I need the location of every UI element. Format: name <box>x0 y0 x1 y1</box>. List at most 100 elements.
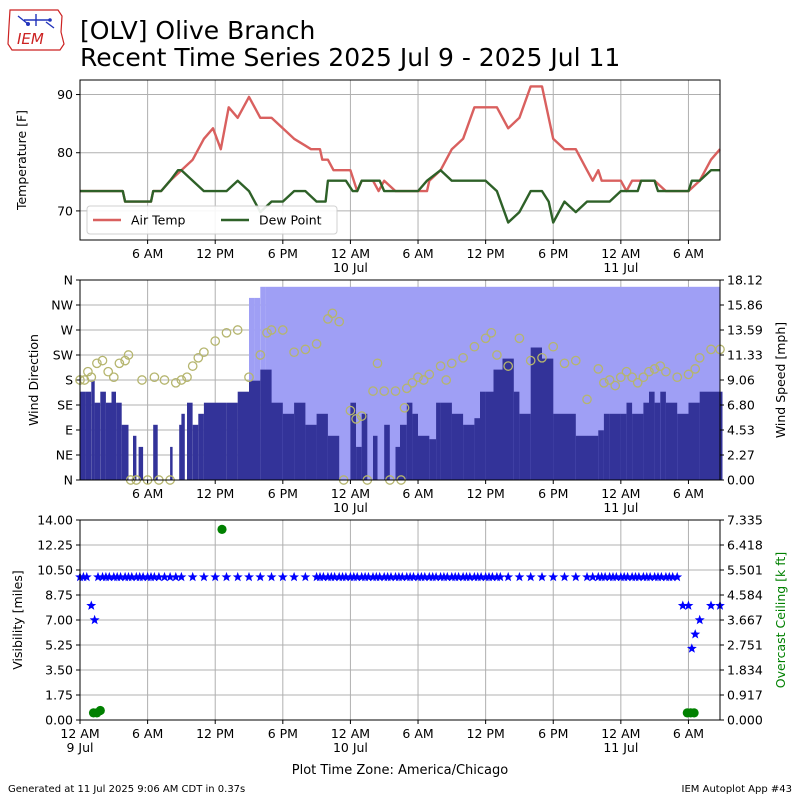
wind-speed-bar <box>587 435 599 480</box>
wind-y2-tick-label: 18.12 <box>727 273 763 288</box>
vis-y-tick-label: 8.75 <box>45 588 73 603</box>
visibility-point <box>329 571 340 582</box>
wind-speed-bar <box>94 402 101 480</box>
wind-x-date-label: 11 Jul <box>603 500 638 515</box>
vis-y2-tick-label: 1.834 <box>727 663 763 678</box>
wind-direction-point <box>159 375 170 385</box>
wind-speed-bar <box>361 413 368 480</box>
legend-label: Dew Point <box>259 213 322 228</box>
visibility-point <box>686 643 697 653</box>
temp-x-date-label: 10 Jul <box>333 260 368 275</box>
wind-direction-point <box>610 380 621 391</box>
visibility-point <box>570 571 581 582</box>
wind-speed-bar <box>80 391 86 480</box>
wind-speed-bar <box>440 402 452 480</box>
wind-direction-point <box>486 327 497 338</box>
vis-y-tick-label: 10.50 <box>37 563 73 578</box>
wind-speed-bar <box>85 391 92 480</box>
wind-direction-point <box>661 366 671 377</box>
wind-x-tick-label: 6 AM <box>402 486 433 501</box>
visibility-point <box>611 571 622 582</box>
visibility-point <box>187 571 198 582</box>
wind-direction-point <box>108 372 119 383</box>
wind-speed-bar <box>474 418 480 480</box>
svg-text:IEM: IEM <box>17 30 44 48</box>
wind-speed-bar <box>406 402 413 480</box>
wind-direction-point <box>582 394 592 405</box>
wind-speed-bar <box>226 402 238 480</box>
air-temp-line <box>80 85 721 203</box>
visibility-point <box>672 571 683 582</box>
vis-x-tick-label: 6 PM <box>538 726 568 741</box>
wind-speed-bar <box>181 413 185 480</box>
wind-direction-point <box>182 372 192 383</box>
visibility-point <box>690 629 701 639</box>
wind-direction-point <box>334 316 345 327</box>
visibility-point <box>514 571 525 582</box>
visibility-point <box>244 571 254 582</box>
visibility-point <box>667 571 678 582</box>
wind-direction-point <box>83 366 93 377</box>
wind-direction-point <box>244 372 254 383</box>
visibility-point <box>622 571 633 582</box>
temp-x-tick-label: 6 AM <box>402 246 433 261</box>
visibility-point <box>277 571 288 582</box>
vis-x-tick-label: 12 PM <box>467 726 505 741</box>
wind-speed-bar <box>654 402 661 480</box>
wind-direction-point <box>289 347 299 358</box>
wind-speed-bar <box>553 413 565 480</box>
wind-speed-bar <box>436 402 441 480</box>
wind-direction-point <box>441 375 452 385</box>
wind-direction-point <box>170 377 181 388</box>
wind-direction-point <box>690 364 701 374</box>
temp-y-axis-label: Temperature [F] <box>14 110 29 211</box>
visibility-point <box>600 571 610 582</box>
wind-direction-point <box>92 358 102 369</box>
wind-speed-bar <box>665 402 678 480</box>
wind-direction-point <box>424 369 435 380</box>
visibility-point <box>694 614 705 625</box>
wind-direction-point <box>137 375 147 385</box>
wind-speed-bar <box>384 424 390 480</box>
wind-direction-point <box>345 405 356 416</box>
wind-speed-bar <box>395 446 400 480</box>
wind-speed-bar <box>519 413 531 480</box>
vis-y-tick-label: 0.00 <box>45 713 73 728</box>
wind-speed-bar <box>429 439 437 480</box>
wind-x-tick-label: 6 AM <box>132 486 163 501</box>
wind-direction-point <box>399 402 410 413</box>
visibility-point <box>633 571 644 582</box>
visibility-point <box>476 571 487 582</box>
temp-x-tick-label: 12 PM <box>467 246 505 261</box>
visibility-point <box>300 571 311 582</box>
visibility-point <box>706 600 716 610</box>
visibility-point <box>318 571 329 582</box>
wind-dir-tick-label: W <box>61 323 73 338</box>
chart-subtitle: Recent Time Series 2025 Jul 9 - 2025 Jul… <box>80 43 621 72</box>
vis-y-tick-label: 1.75 <box>45 688 73 703</box>
wind-x-date-label: 10 Jul <box>333 500 368 515</box>
wind-speed-bar <box>400 424 407 480</box>
wind-speed-bar <box>138 446 144 480</box>
wind-direction-point <box>446 358 457 369</box>
wind-direction-point <box>418 375 429 385</box>
vis-x-date-label: 10 Jul <box>333 740 368 755</box>
visibility-point <box>453 571 464 582</box>
chart-title: [OLV] Olive Branch <box>80 16 316 45</box>
wind-direction-point <box>559 358 570 369</box>
temp-x-date-label: 11 Jul <box>603 260 638 275</box>
vis-x-tick-label: 12 AM <box>601 726 640 741</box>
wind-dir-tick-label: S <box>65 373 73 388</box>
wind-speed-bar <box>480 391 486 480</box>
wind-speed-bar <box>373 435 378 480</box>
wind-speed-bar <box>677 413 689 480</box>
wind-x-tick-label: 12 PM <box>467 486 505 501</box>
wind-direction-point <box>187 361 198 371</box>
visibility-point <box>289 571 299 582</box>
temp-frame <box>79 79 721 241</box>
wind-dir-tick-label: SE <box>57 398 73 413</box>
wind-direction-point <box>351 414 361 424</box>
wind-direction-point <box>492 350 502 360</box>
wind-x-tick-label: 6 AM <box>673 486 704 501</box>
wind-direction-point <box>103 366 114 377</box>
